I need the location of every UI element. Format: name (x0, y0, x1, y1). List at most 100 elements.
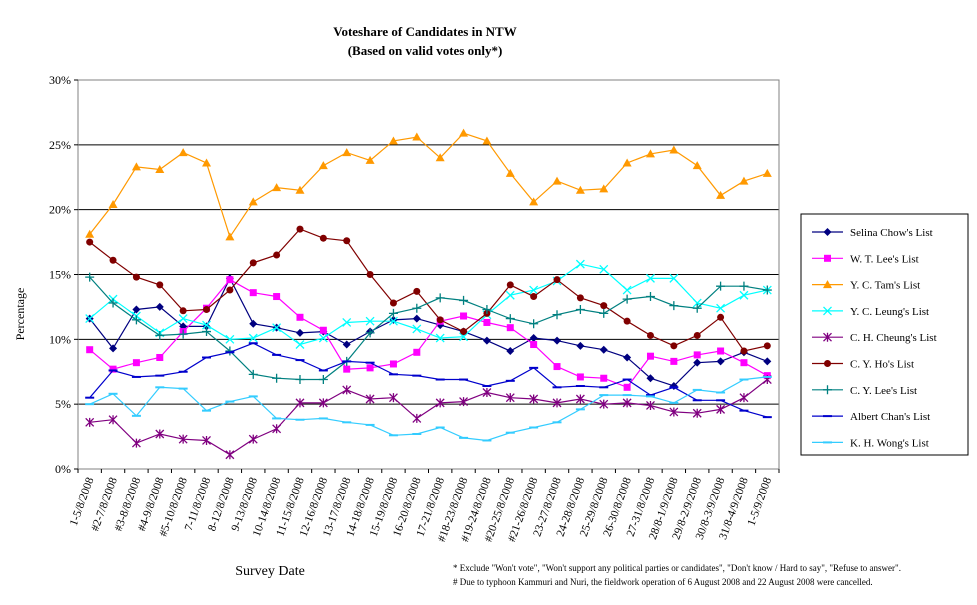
data-point (388, 308, 398, 318)
series-line (89, 376, 768, 442)
data-point (459, 128, 469, 137)
data-point (505, 393, 515, 403)
legend-label: C. Y. Ho's List (850, 359, 914, 371)
data-point (366, 364, 374, 372)
data-point (319, 234, 327, 242)
series-line (89, 276, 768, 381)
data-point (692, 161, 702, 170)
data-point (295, 375, 305, 385)
data-point (272, 183, 282, 192)
series-1 (86, 276, 771, 391)
data-point (108, 199, 118, 208)
data-point (529, 394, 539, 404)
legend-marker (823, 385, 832, 395)
x-tick-label: 1-5/9/2008 (746, 476, 775, 528)
data-point (506, 347, 515, 356)
data-point (460, 328, 468, 336)
data-point (482, 336, 491, 345)
data-point (155, 429, 165, 439)
data-point (693, 331, 701, 339)
data-point (155, 164, 165, 173)
data-point (552, 176, 562, 185)
data-point (413, 287, 421, 295)
data-point (459, 332, 469, 342)
data-point (413, 348, 421, 356)
y-tick-label: 10% (49, 332, 71, 346)
data-point (599, 308, 609, 318)
data-point (740, 347, 748, 355)
data-point (202, 320, 211, 330)
data-point (131, 162, 141, 171)
data-point (482, 136, 492, 145)
data-point (576, 373, 584, 381)
data-point (86, 238, 94, 246)
data-point (739, 281, 749, 291)
data-point (389, 360, 397, 368)
data-point (412, 314, 421, 323)
data-point (202, 327, 212, 337)
data-point (646, 400, 655, 410)
data-point (342, 385, 352, 395)
legend-marker (824, 360, 831, 367)
data-point (412, 413, 422, 423)
data-point (623, 353, 632, 362)
data-point (295, 340, 305, 349)
chart-title: Voteshare of Candidates in NTW (333, 24, 516, 39)
data-point (693, 358, 702, 367)
data-point (553, 276, 561, 284)
data-point (763, 357, 772, 366)
data-point (717, 313, 725, 321)
series-line (89, 379, 768, 456)
grid-lines (78, 144, 779, 405)
data-point (553, 336, 562, 345)
data-point (178, 148, 188, 157)
data-point (716, 357, 725, 366)
data-point (249, 259, 257, 267)
series-2 (85, 128, 772, 241)
data-point (85, 229, 95, 238)
series-group (85, 128, 772, 460)
data-point (552, 310, 562, 320)
data-point (365, 394, 375, 404)
data-point (295, 398, 305, 408)
data-point (575, 185, 585, 194)
data-point (248, 197, 258, 206)
data-point (85, 272, 95, 282)
footnote-typhoon: # Due to typhoon Kammuri and Nuri, the f… (453, 577, 873, 587)
data-point (273, 293, 281, 301)
data-point (343, 237, 351, 245)
chart-subtitle: (Based on valid votes only*) (348, 43, 503, 58)
legend-label: Albert Chan's List (850, 411, 930, 423)
data-point (272, 424, 282, 434)
data-point (435, 398, 445, 408)
y-tick-label: 15% (49, 268, 71, 282)
data-point (576, 294, 584, 302)
series-6 (85, 272, 772, 385)
data-point (693, 351, 701, 359)
legend-box (800, 213, 969, 456)
data-point (85, 417, 95, 427)
series-line (89, 278, 768, 389)
series-8 (85, 375, 772, 442)
data-point (716, 404, 726, 414)
data-point (646, 374, 655, 383)
data-point (85, 314, 95, 324)
series-line (89, 342, 768, 418)
data-point (506, 281, 514, 289)
data-point (296, 313, 304, 321)
data-point (716, 281, 726, 291)
data-point (319, 326, 327, 334)
data-point (132, 305, 141, 314)
x-axis-ticks: 1-5/8/2008#2-7/8/2008#3-8/8/2008#4-9/8/2… (68, 469, 780, 544)
y-tick-label: 20% (49, 203, 71, 217)
data-point (412, 324, 422, 334)
legend-marker (823, 306, 832, 316)
data-point (272, 373, 282, 383)
data-point (506, 324, 514, 332)
data-point (505, 290, 515, 300)
data-point (739, 290, 749, 300)
data-point (296, 225, 304, 233)
data-point (529, 334, 538, 343)
data-point (529, 319, 539, 329)
